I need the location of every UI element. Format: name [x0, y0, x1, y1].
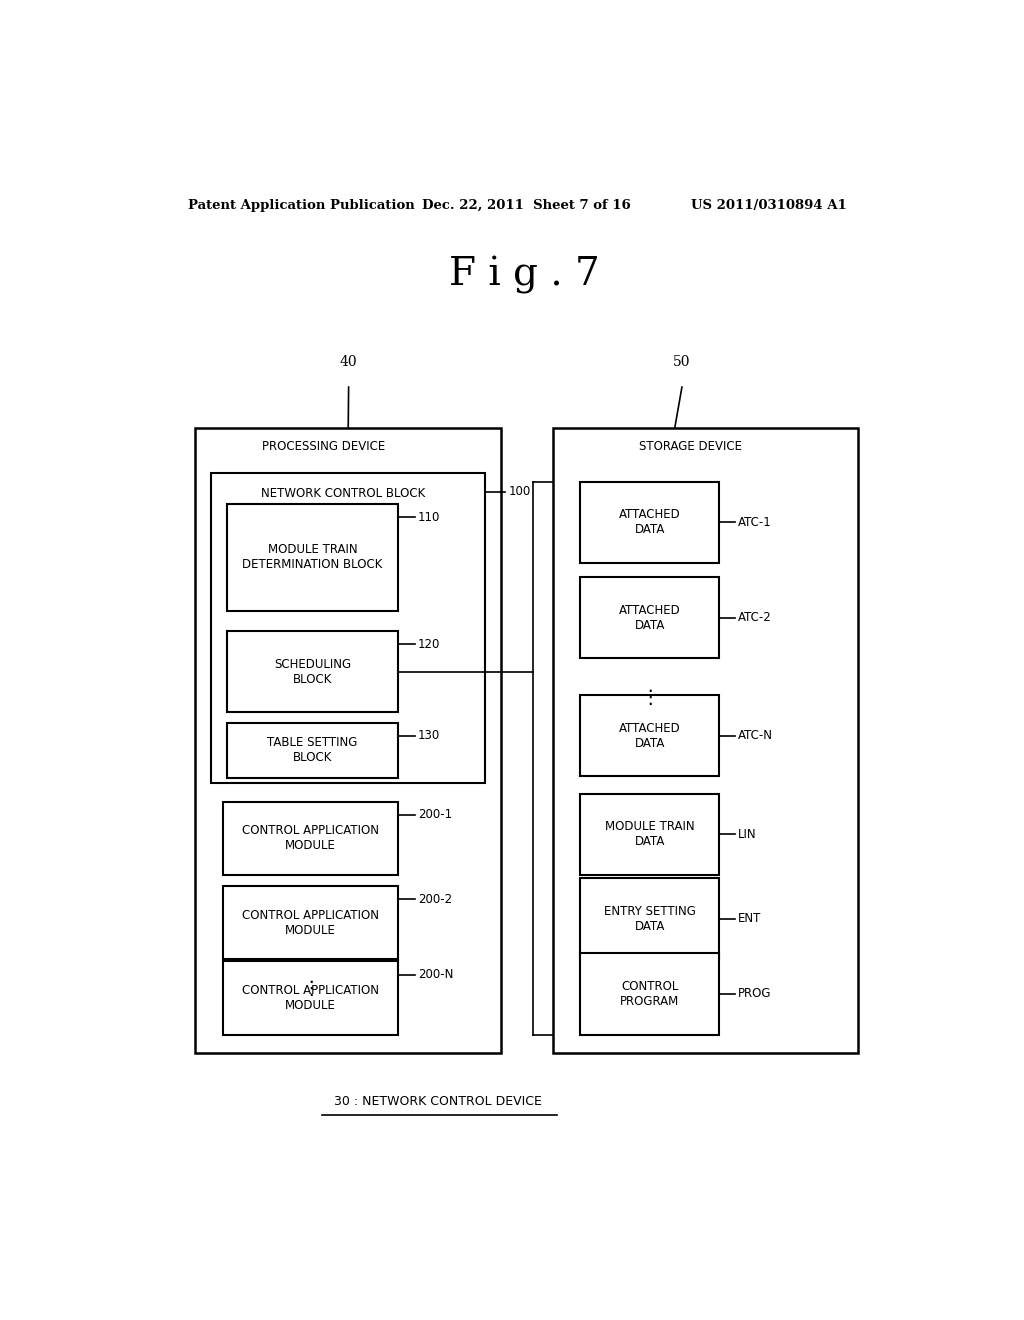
Text: MODULE TRAIN
DATA: MODULE TRAIN DATA [605, 820, 694, 849]
Bar [196, 428, 501, 1053]
Bar [227, 722, 397, 779]
Text: 30 : NETWORK CONTROL DEVICE: 30 : NETWORK CONTROL DEVICE [334, 1096, 542, 1107]
Text: 200-2: 200-2 [418, 892, 452, 906]
Text: SCHEDULING
BLOCK: SCHEDULING BLOCK [274, 657, 351, 685]
Text: 130: 130 [418, 729, 440, 742]
Bar [223, 961, 397, 1035]
Bar [223, 886, 397, 960]
Text: CONTROL APPLICATION
MODULE: CONTROL APPLICATION MODULE [242, 825, 379, 853]
Text: 100: 100 [509, 486, 531, 498]
Text: NETWORK CONTROL BLOCK: NETWORK CONTROL BLOCK [261, 487, 425, 500]
Text: ATC-N: ATC-N [737, 729, 772, 742]
Bar [211, 474, 485, 784]
Bar [581, 878, 719, 960]
Text: ATC-1: ATC-1 [737, 516, 771, 529]
Text: Patent Application Publication: Patent Application Publication [187, 198, 415, 211]
Bar [581, 482, 719, 562]
Text: PROCESSING DEVICE: PROCESSING DEVICE [262, 440, 385, 453]
Bar [581, 793, 719, 875]
Bar [581, 953, 719, 1035]
Text: ATTACHED
DATA: ATTACHED DATA [618, 603, 681, 632]
Text: TABLE SETTING
BLOCK: TABLE SETTING BLOCK [267, 737, 357, 764]
Bar [223, 801, 397, 875]
Text: CONTROL APPLICATION
MODULE: CONTROL APPLICATION MODULE [242, 983, 379, 1012]
Bar [581, 577, 719, 659]
Text: 40: 40 [340, 355, 357, 368]
Text: STORAGE DEVICE: STORAGE DEVICE [639, 440, 741, 453]
Text: 200-1: 200-1 [418, 808, 452, 821]
Bar [553, 428, 858, 1053]
Text: Dec. 22, 2011  Sheet 7 of 16: Dec. 22, 2011 Sheet 7 of 16 [422, 198, 631, 211]
Text: ⋮: ⋮ [301, 979, 321, 998]
Bar [581, 696, 719, 776]
Text: PROG: PROG [737, 987, 771, 1001]
Text: CONTROL
PROGRAM: CONTROL PROGRAM [621, 979, 679, 1008]
Bar [227, 504, 397, 611]
Text: CONTROL APPLICATION
MODULE: CONTROL APPLICATION MODULE [242, 908, 379, 937]
Text: 200-N: 200-N [418, 968, 453, 981]
Text: 110: 110 [418, 511, 440, 524]
Text: ⋮: ⋮ [640, 688, 659, 706]
Text: ENT: ENT [737, 912, 761, 925]
Text: ENTRY SETTING
DATA: ENTRY SETTING DATA [604, 904, 695, 933]
Text: US 2011/0310894 A1: US 2011/0310894 A1 [691, 198, 847, 211]
Text: ATTACHED
DATA: ATTACHED DATA [618, 508, 681, 536]
Text: LIN: LIN [737, 828, 756, 841]
Text: ATTACHED
DATA: ATTACHED DATA [618, 722, 681, 750]
Text: MODULE TRAIN
DETERMINATION BLOCK: MODULE TRAIN DETERMINATION BLOCK [243, 544, 383, 572]
Text: F i g . 7: F i g . 7 [450, 256, 600, 294]
Text: ATC-2: ATC-2 [737, 611, 771, 624]
Bar [227, 631, 397, 713]
Text: 50: 50 [673, 355, 690, 368]
Text: 120: 120 [418, 638, 440, 651]
